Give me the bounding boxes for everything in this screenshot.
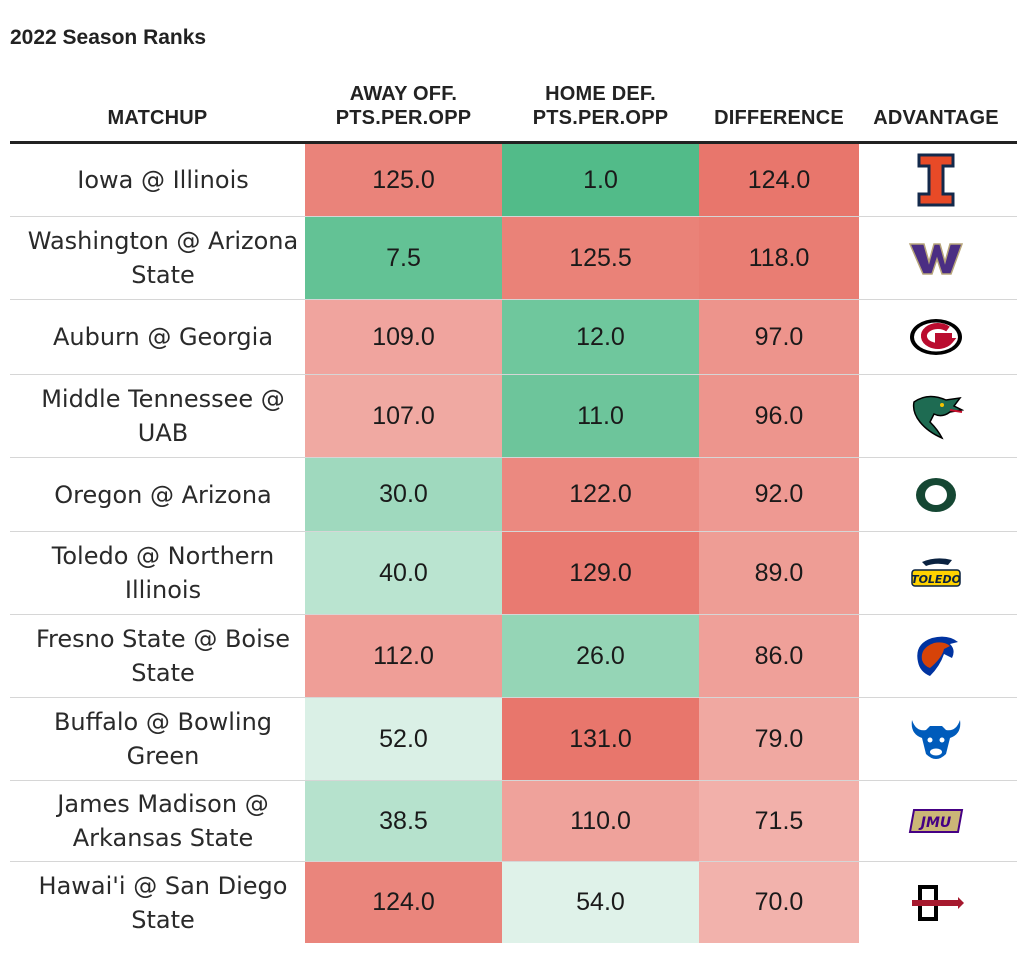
difference-cell: 79.0 <box>699 698 859 780</box>
row-divider <box>10 299 1017 300</box>
row-divider <box>10 374 1017 375</box>
row-divider <box>10 861 1017 862</box>
matchup-cell: Middle Tennessee @ UAB <box>41 385 285 447</box>
away-off-cell: 112.0 <box>305 615 502 697</box>
row-divider <box>10 531 1017 532</box>
away-off-cell: 30.0 <box>305 458 502 531</box>
svg-text:TOLEDO: TOLEDO <box>911 573 961 586</box>
header-advantage-label: ADVANTAGE <box>873 107 999 129</box>
table-row: Middle Tennessee @ UAB 107.0 11.0 96.0 <box>10 375 1017 457</box>
home-def-cell: 131.0 <box>502 698 699 780</box>
header-home-def: HOME DEF. PTS.PER.OPP <box>502 72 699 130</box>
buffalo-logo-icon <box>861 698 1011 780</box>
home-def-cell: 125.5 <box>502 217 699 299</box>
matchup-cell: Washington @ Arizona State <box>27 227 299 289</box>
matchup-cell: James Madison @ Arkansas State <box>57 790 269 852</box>
away-off-cell: 107.0 <box>305 375 502 457</box>
difference-cell: 124.0 <box>699 144 859 216</box>
row-divider <box>10 216 1017 217</box>
difference-cell: 97.0 <box>699 300 859 374</box>
san-diego-state-logo-icon <box>861 862 1011 943</box>
table-row: Oregon @ Arizona 30.0 122.0 92.0 <box>10 458 1017 531</box>
table-row: Toledo @ Northern Illinois 40.0 129.0 89.0 T… <box>10 532 1017 614</box>
away-off-cell: 38.5 <box>305 781 502 861</box>
georgia-logo-icon <box>861 300 1011 374</box>
header-difference: DIFFERENCE <box>699 72 859 130</box>
header-away-off: AWAY OFF. PTS.PER.OPP <box>305 72 502 130</box>
away-off-cell: 7.5 <box>305 217 502 299</box>
away-off-cell: 40.0 <box>305 532 502 614</box>
washington-logo-icon <box>861 217 1011 299</box>
matchup-cell: Fresno State @ Boise State <box>35 625 291 687</box>
illinois-logo-icon <box>861 144 1011 216</box>
table-row: Fresno State @ Boise State 112.0 26.0 86.0 <box>10 615 1017 697</box>
header-difference-label: DIFFERENCE <box>714 107 844 129</box>
uab-logo-icon <box>861 375 1011 457</box>
header-divider <box>10 141 1017 144</box>
matchup-cell: Iowa @ Illinois <box>77 166 249 194</box>
away-off-cell: 52.0 <box>305 698 502 780</box>
row-divider <box>10 457 1017 458</box>
header-matchup-label: MATCHUP <box>107 107 208 129</box>
table-title: 2022 Season Ranks <box>10 26 207 49</box>
table-row: Auburn @ Georgia 109.0 12.0 97.0 <box>10 300 1017 374</box>
home-def-cell: 129.0 <box>502 532 699 614</box>
home-def-cell: 12.0 <box>502 300 699 374</box>
away-off-cell: 109.0 <box>305 300 502 374</box>
table-row: James Madison @ Arkansas State 38.5 110.0 7… <box>10 781 1017 861</box>
difference-cell: 86.0 <box>699 615 859 697</box>
table-row: Iowa @ Illinois 125.0 1.0 124.0 <box>10 144 1017 216</box>
home-def-cell: 26.0 <box>502 615 699 697</box>
matchup-cell: Auburn @ Georgia <box>52 323 274 351</box>
difference-cell: 92.0 <box>699 458 859 531</box>
difference-cell: 89.0 <box>699 532 859 614</box>
row-divider <box>10 614 1017 615</box>
boise-state-logo-icon <box>861 615 1011 697</box>
table-row: Hawai'i @ San Diego State 124.0 54.0 70.0 <box>10 862 1017 943</box>
home-def-cell: 11.0 <box>502 375 699 457</box>
away-off-cell: 124.0 <box>305 862 502 943</box>
away-off-cell: 125.0 <box>305 144 502 216</box>
header-away-off-label: AWAY OFF. PTS.PER.OPP <box>335 83 472 129</box>
difference-cell: 118.0 <box>699 217 859 299</box>
toledo-logo-icon: TOLEDO <box>861 532 1011 614</box>
home-def-cell: 110.0 <box>502 781 699 861</box>
oregon-logo-icon <box>861 458 1011 531</box>
row-divider <box>10 780 1017 781</box>
row-divider <box>10 697 1017 698</box>
header-matchup: MATCHUP <box>50 72 265 130</box>
header-home-def-label: HOME DEF. PTS.PER.OPP <box>532 83 669 129</box>
difference-cell: 70.0 <box>699 862 859 943</box>
difference-cell: 71.5 <box>699 781 859 861</box>
svg-text:JMU: JMU <box>918 815 952 831</box>
home-def-cell: 54.0 <box>502 862 699 943</box>
jmu-logo-icon: JMU <box>861 781 1011 861</box>
home-def-cell: 1.0 <box>502 144 699 216</box>
difference-cell: 96.0 <box>699 375 859 457</box>
header-advantage: ADVANTAGE <box>861 72 1011 130</box>
matchup-cell: Hawai'i @ San Diego State <box>38 871 288 934</box>
matchup-cell: Toledo @ Northern Illinois <box>51 542 275 604</box>
table-row: Washington @ Arizona State 7.5 125.5 118.0 <box>10 217 1017 299</box>
matchup-cell: Oregon @ Arizona <box>54 480 272 509</box>
table-row: Buffalo @ Bowling Green 52.0 131.0 79.0 <box>10 698 1017 780</box>
matchup-cell: Buffalo @ Bowling Green <box>53 708 273 770</box>
home-def-cell: 122.0 <box>502 458 699 531</box>
